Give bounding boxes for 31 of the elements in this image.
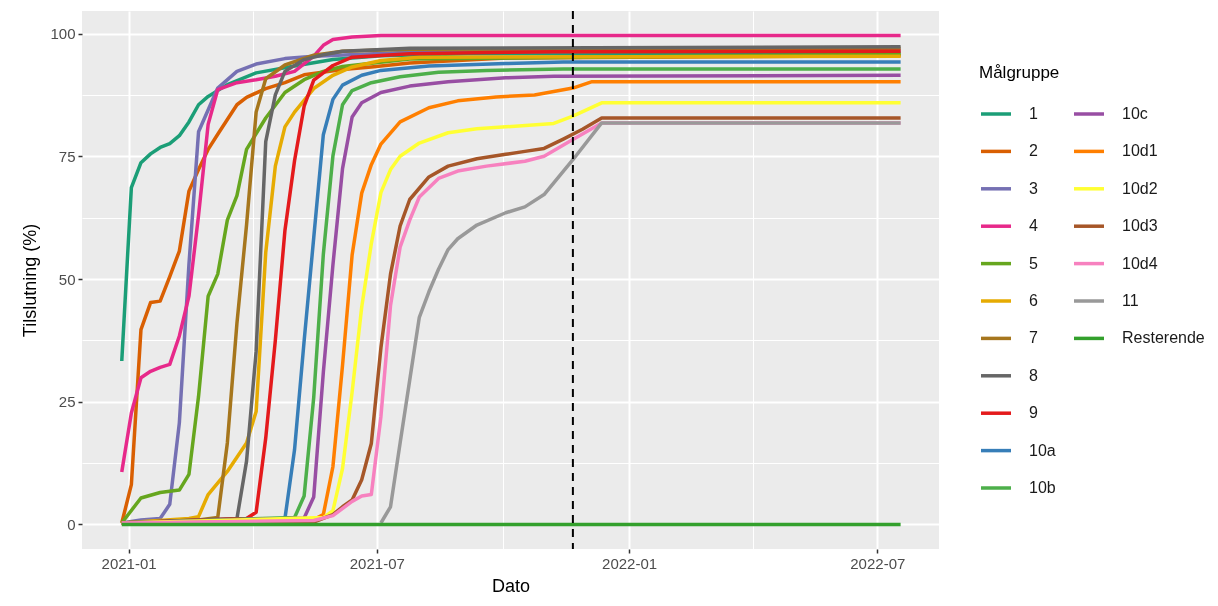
line-series: [379, 121, 903, 525]
legend-label: 11: [1122, 292, 1139, 309]
legend-label: 3: [1029, 179, 1038, 197]
legend-label: Resterende: [1122, 329, 1205, 347]
x-tick-label: 2022-01: [602, 554, 658, 572]
x-tick-label: 2021-07: [349, 554, 405, 572]
x-tick-label: 2021-01: [101, 554, 157, 572]
legend-label: 4: [1029, 217, 1038, 235]
legend-label: 10d1: [1122, 142, 1158, 160]
legend-label: 10d2: [1122, 179, 1158, 197]
legend-label: 10b: [1029, 479, 1056, 496]
y-tick-label: 75: [58, 147, 76, 165]
y-tick-label: 0: [67, 515, 76, 533]
legend-label: 10d3: [1122, 217, 1158, 235]
legend-label: 10d4: [1122, 254, 1158, 272]
legend-label: 10c: [1122, 105, 1148, 122]
legend-label: 6: [1029, 292, 1038, 309]
legend-label: 10a: [1029, 441, 1056, 459]
legend-label: 9: [1029, 404, 1038, 422]
legend-label: 8: [1029, 366, 1038, 384]
legend-label: 1: [1029, 105, 1038, 122]
legend-label: 7: [1029, 329, 1038, 347]
y-tick-label: 25: [58, 393, 76, 411]
legend-label: 5: [1029, 254, 1038, 272]
y-tick-label: 50: [58, 270, 76, 288]
x-tick-label: 2022-07: [850, 554, 906, 572]
y-axis-title: Tilslutning (%): [20, 223, 41, 338]
y-tick-label: 100: [50, 25, 76, 43]
legend-title: Målgruppe: [979, 63, 1060, 82]
legend-label: 2: [1029, 142, 1038, 160]
x-axis-title: Dato: [491, 575, 531, 596]
